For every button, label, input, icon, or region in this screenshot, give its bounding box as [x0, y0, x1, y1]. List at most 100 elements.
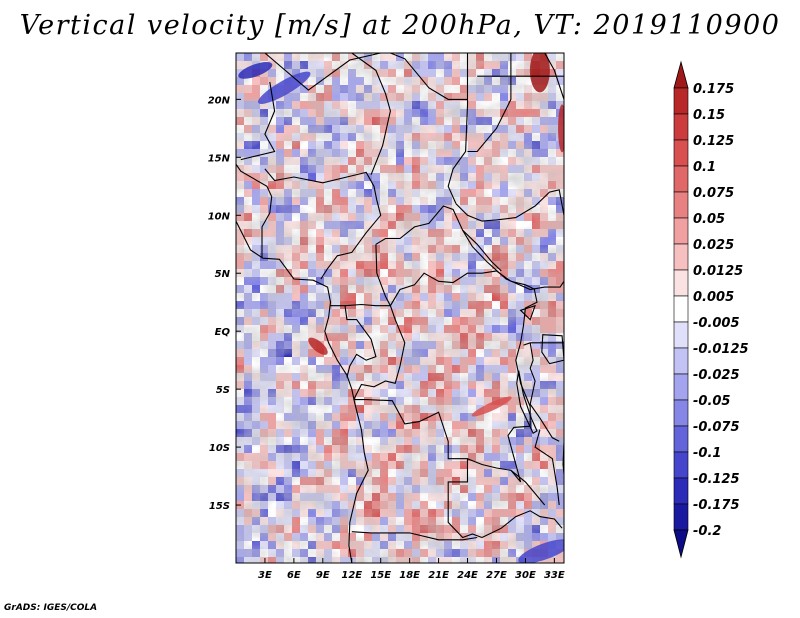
lat-tick-label: 5S [216, 385, 230, 396]
border-line [351, 53, 391, 175]
latitude-ticks: 20N 15N 10N 5N EQ 5S 10S 15S [208, 95, 241, 512]
hotspot-red-edge [558, 104, 564, 153]
colorbar-swatch [673, 451, 689, 479]
colorbar-swatch [673, 399, 689, 427]
border-line [467, 53, 512, 153]
colorbar-label: -0.175 [693, 498, 740, 513]
hotspot-red-ne [529, 53, 550, 93]
lat-tick-label: 15S [209, 501, 230, 512]
lon-tick-label: 6E [287, 570, 301, 581]
colorbar-swatch [673, 165, 689, 193]
colorbar-label: 0.025 [693, 238, 734, 253]
colorbar-swatch [673, 139, 689, 167]
colorbar-label: 0.1 [693, 160, 716, 175]
lon-tick-label: 24E [457, 570, 478, 581]
field-texture [236, 53, 564, 563]
chart-title: Vertical velocity [m/s] at 200hPa, VT: 2… [19, 10, 781, 41]
colorbar-label: 0.005 [693, 290, 734, 305]
colorbar-swatch [673, 243, 689, 271]
lon-tick-label: 3E [258, 570, 272, 581]
hotspot-red-congo [471, 396, 512, 417]
lon-tick-label: 18E [399, 570, 420, 581]
lake-tanganyika [516, 370, 538, 434]
colorbar-label: 0.05 [693, 212, 725, 227]
border-line [529, 342, 560, 442]
colorbar-swatch [673, 477, 689, 505]
border-line [534, 429, 560, 506]
country-borders [236, 53, 564, 563]
colorbar-label: -0.2 [693, 524, 721, 539]
border-line [462, 230, 564, 291]
plot-frame [235, 52, 565, 564]
colorbar-label: -0.025 [693, 368, 740, 383]
lat-tick-label: 10S [209, 443, 230, 454]
lake-victoria [541, 334, 564, 365]
colorbar-swatch [673, 347, 689, 375]
border-line [523, 342, 564, 346]
lat-tick-label: EQ [215, 327, 231, 338]
colorbar-swatch [673, 373, 689, 401]
border-line [236, 163, 273, 259]
lake-malawi [562, 442, 564, 480]
border-line [351, 531, 478, 541]
lon-tick-label: 27E [486, 570, 507, 581]
lon-tick-label: 21E [428, 570, 449, 581]
border-line [264, 53, 381, 91]
colorbar-label: -0.1 [693, 446, 721, 461]
border-line [330, 303, 391, 307]
colorbar-top-arrow [673, 60, 689, 89]
hotspot-blue-se [518, 539, 564, 563]
colorbar-bottom-arrow [673, 529, 689, 559]
lake-albert [519, 304, 536, 321]
colorbar-label: 0.125 [693, 134, 734, 149]
grads-credit: GrADS: IGES/COLA [4, 603, 98, 613]
border-line [510, 469, 546, 506]
colorbar-label: -0.0125 [693, 342, 749, 357]
colorbar-swatch [673, 321, 689, 349]
border-line [481, 510, 563, 538]
border-line [240, 81, 276, 161]
colorbar-label: -0.005 [693, 316, 740, 331]
border-line [353, 399, 483, 539]
colorbar-label: -0.125 [693, 472, 740, 487]
colorbar-label: 0.0125 [693, 264, 743, 279]
border-line [264, 168, 382, 280]
lat-tick-label: 20N [208, 95, 231, 106]
longitude-ticks: 3E 6E 9E 12E 15E 18E 21E 24E 27E 30E 33E [258, 558, 565, 581]
colorbar-label: 0.175 [693, 82, 734, 97]
lon-tick-label: 9E [316, 570, 330, 581]
colorbar-swatch [673, 191, 689, 219]
border-line [455, 189, 564, 222]
border-line [344, 305, 377, 378]
lat-tick-label: 10N [208, 211, 231, 222]
colorbar-label: -0.05 [693, 394, 730, 409]
border-line [375, 244, 536, 307]
colorbar-swatch [673, 269, 689, 297]
lon-tick-label: 33E [544, 570, 565, 581]
border-line [375, 205, 502, 272]
lon-tick-label: 15E [370, 570, 391, 581]
lon-tick-label: 30E [515, 570, 536, 581]
colorbar-label: 0.075 [693, 186, 734, 201]
colorbar-swatch [673, 87, 689, 115]
colorbar-swatch [673, 295, 689, 323]
lon-tick-label: 12E [341, 570, 362, 581]
border-line [353, 305, 406, 400]
border-line [390, 53, 468, 100]
lat-tick-label: 5N [215, 269, 231, 280]
colorbar-label: 0.15 [693, 108, 725, 123]
hotspot-blue-nw [258, 71, 311, 104]
colorbar-swatch [673, 113, 689, 141]
border-line [236, 220, 369, 563]
colorbar-label: -0.075 [693, 420, 740, 435]
colorbar-swatch [673, 503, 689, 531]
colorbar-swatch [673, 217, 689, 245]
hotspot-red-gabon [308, 337, 328, 355]
colorbar-swatch [673, 425, 689, 453]
velocity-field [236, 53, 564, 563]
lat-tick-label: 15N [208, 153, 231, 164]
hotspot-blue-corner [238, 62, 273, 79]
border-line [544, 53, 564, 100]
